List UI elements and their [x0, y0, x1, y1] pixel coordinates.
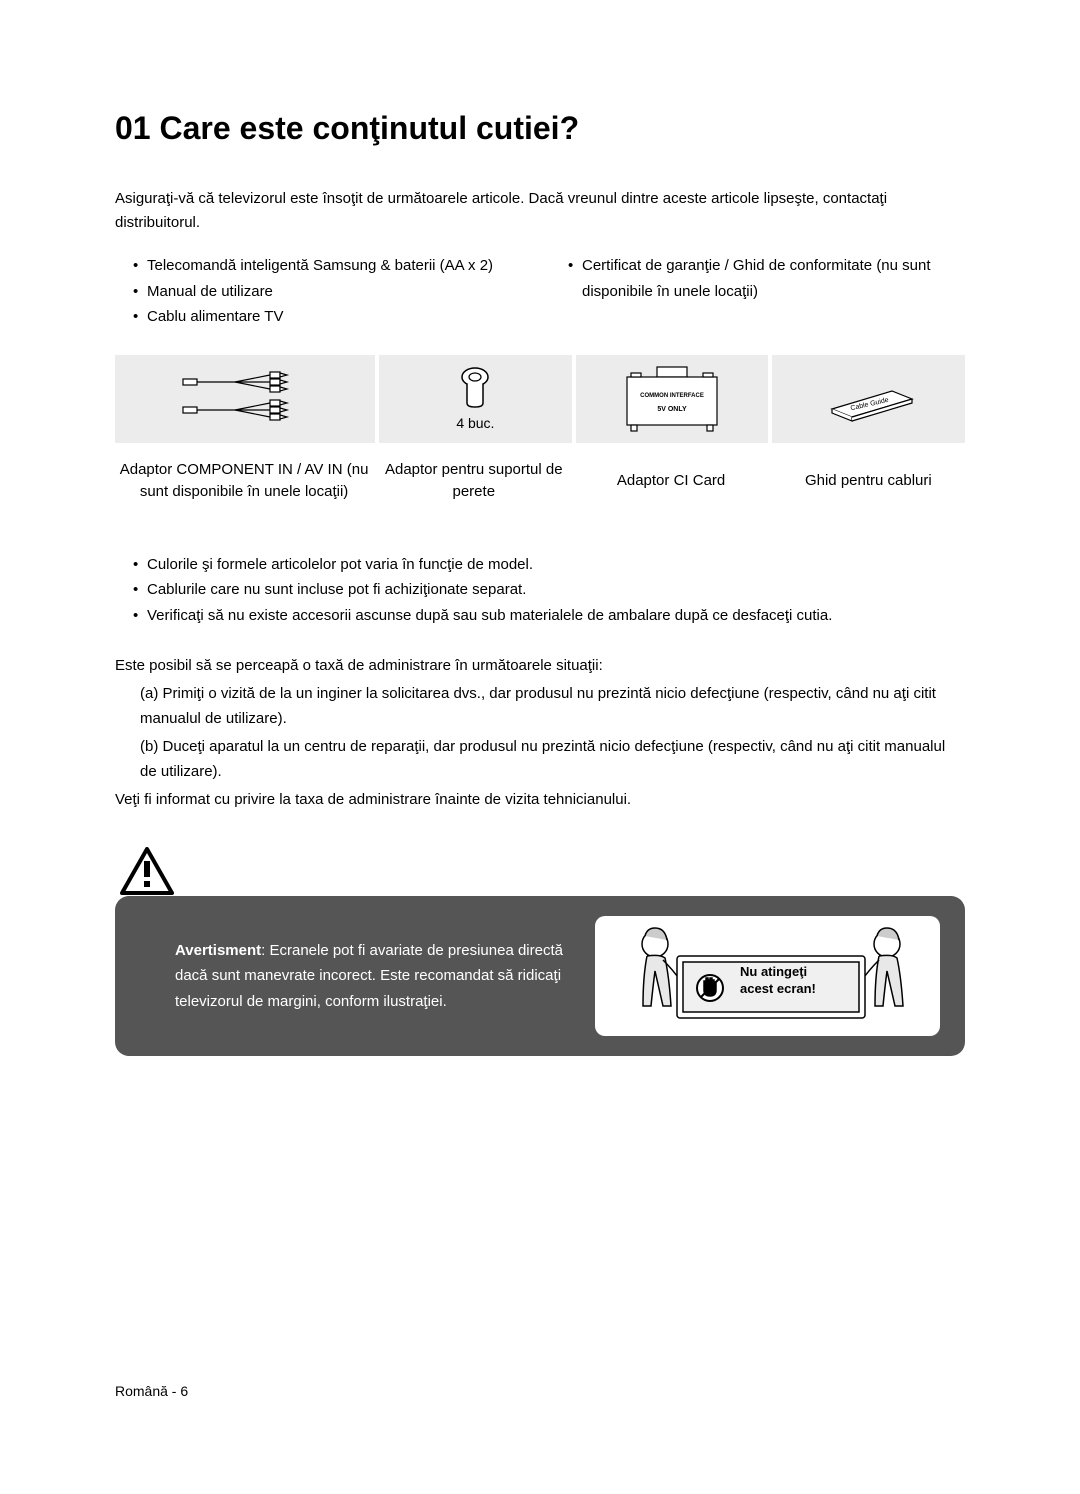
intro-paragraph: Asiguraţi-vă că televizorul este însoţit… — [115, 187, 965, 235]
list-item: Cablurile care nu sunt incluse pot fi ac… — [133, 577, 965, 603]
wall-adapter-icon — [458, 367, 492, 411]
accessory-cell-cable-guide: Cable Guide — [772, 355, 965, 443]
warning-triangle-icon — [120, 847, 174, 895]
left-bullet-list: Telecomandă inteligentă Samsung & bateri… — [115, 253, 530, 330]
accessory-cell-component-adapter — [115, 355, 375, 443]
list-item: Verificaţi să nu existe accesorii ascuns… — [133, 603, 965, 629]
warning-text: Avertisment: Ecranele pot fi avariate de… — [175, 938, 570, 1015]
accessory-cell-wall-adapter: 4 buc. — [379, 355, 572, 443]
list-item: Culorile şi formele articolelor pot vari… — [133, 552, 965, 578]
accessory-label: Ghid pentru cabluri — [772, 451, 965, 512]
right-bullet-list: Certificat de garanţie / Ghid de conform… — [550, 253, 965, 304]
page-footer: Română - 6 — [115, 1383, 188, 1399]
list-item: Manual de utilizare — [133, 279, 530, 305]
warning-box: Avertisment: Ecranele pot fi avariate de… — [115, 896, 965, 1056]
cable-guide-icon: Cable Guide — [814, 371, 924, 426]
svg-text:COMMON INTERFACE: COMMON INTERFACE — [640, 393, 704, 399]
warning-label: Avertisment — [175, 942, 261, 959]
list-item: Certificat de garanţie / Ghid de conform… — [568, 253, 965, 304]
section-heading: 01 Care este conţinutul cutiei? — [115, 110, 965, 147]
accessory-cell-ci-card: COMMON INTERFACE 5V ONLY — [576, 355, 769, 443]
notes-section: Culorile şi formele articolelor pot vari… — [115, 552, 965, 629]
tax-intro: Este posibil să se perceapă o taxă de ad… — [115, 653, 965, 679]
right-column: Certificat de garanţie / Ghid de conform… — [550, 253, 965, 330]
component-cable-icon — [175, 369, 315, 429]
accessory-label: Adaptor CI Card — [574, 451, 767, 512]
list-item: Cablu alimentare TV — [133, 304, 530, 330]
list-item: Telecomandă inteligentă Samsung & bateri… — [133, 253, 530, 279]
notes-bullet-list: Culorile şi formele articolelor pot vari… — [115, 552, 965, 629]
included-items-columns: Telecomandă inteligentă Samsung & bateri… — [115, 253, 965, 330]
accessory-label: Adaptor pentru suportul de perete — [377, 451, 570, 512]
tax-outro: Veţi fi informat cu privire la taxa de a… — [115, 787, 965, 813]
left-column: Telecomandă inteligentă Samsung & bateri… — [115, 253, 530, 330]
accessories-row: 4 buc. COMMON INTERFACE 5V ONLY Cable Gu… — [115, 355, 965, 443]
svg-text:5V ONLY: 5V ONLY — [657, 406, 687, 413]
illus-line-1: Nu atingeţi — [740, 964, 807, 979]
quantity-label: 4 buc. — [456, 415, 494, 431]
ci-card-icon: COMMON INTERFACE 5V ONLY — [617, 363, 727, 435]
accessories-labels-row: Adaptor COMPONENT IN / AV IN (nu sunt di… — [115, 451, 965, 512]
accessory-label: Adaptor COMPONENT IN / AV IN (nu sunt di… — [115, 451, 373, 512]
warning-illustration: Nu atingeţi acest ecran! — [595, 916, 940, 1036]
tax-item-a: (a) Primiţi o vizită de la un inginer la… — [115, 681, 965, 732]
tax-item-b: (b) Duceţi aparatul la un centru de repa… — [115, 734, 965, 785]
illustration-caption: Nu atingeţi acest ecran! — [740, 964, 840, 998]
illus-line-2: acest ecran! — [740, 981, 816, 996]
